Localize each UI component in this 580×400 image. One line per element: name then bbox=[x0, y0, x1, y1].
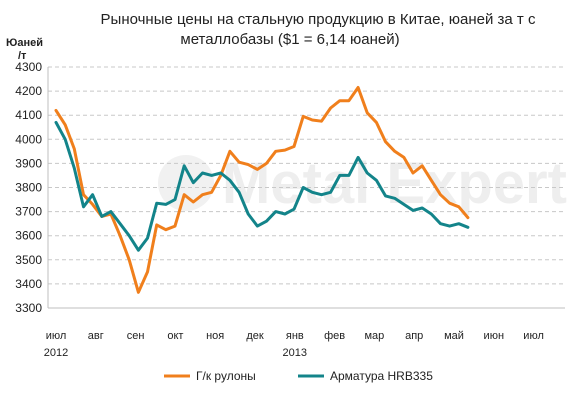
series-line-1 bbox=[54, 120, 470, 252]
y-tick-label-3600: 3600 bbox=[15, 229, 42, 243]
y-tick-labels: 3300 3400 3500 3600 3700 3800 3900 4000 4100 4200… bbox=[15, 60, 42, 315]
y-tick-label-3500: 3500 bbox=[15, 253, 42, 267]
y-tick-label-4300: 4300 bbox=[15, 60, 42, 74]
axes bbox=[47, 67, 565, 309]
x-tick-label-5: дек bbox=[246, 330, 264, 342]
series-line-0 bbox=[54, 86, 470, 294]
y-tick-label-4100: 4100 bbox=[15, 108, 42, 122]
legend: Г/к рулоны Арматура HRB335 bbox=[164, 369, 433, 383]
y-axis-label-line-2: /т bbox=[18, 50, 27, 62]
watermark: Metal Expert bbox=[158, 151, 567, 216]
x-tick-label-4: ноя bbox=[206, 330, 224, 342]
x-tick-label-7: фев bbox=[324, 330, 345, 342]
y-axis-label: Юаней /т bbox=[6, 37, 43, 62]
y-tick-label-3700: 3700 bbox=[15, 205, 42, 219]
x-year-label-2013: 2013 bbox=[283, 347, 307, 359]
chart-title-line-2: металлобазы ($1 = 6,14 юаней) bbox=[180, 31, 399, 48]
x-tick-label-0: июл bbox=[46, 330, 67, 342]
x-year-label-2012: 2012 bbox=[44, 347, 68, 359]
chart-title-line-1: Рыночные цены на стальную продукцию в Ки… bbox=[101, 11, 536, 28]
x-tick-label-10: май bbox=[444, 330, 464, 342]
x-tick-label-3: окт bbox=[167, 330, 183, 342]
legend-label-0: Г/к рулоны bbox=[196, 369, 256, 383]
x-tick-labels: июл авг сен окт ноя дек янв фев мар апр май июн июл 2… bbox=[44, 330, 544, 359]
gridlines bbox=[48, 66, 565, 285]
y-tick-label-3300: 3300 bbox=[15, 301, 42, 315]
y-tick-label-4200: 4200 bbox=[15, 84, 42, 98]
watermark-logo-text: Metal Expert bbox=[222, 151, 567, 216]
chart-title: Рыночные цены на стальную продукцию в Ки… bbox=[101, 11, 536, 48]
x-tick-label-2: сен bbox=[127, 330, 145, 342]
x-tick-label-1: авг bbox=[88, 330, 104, 342]
y-axis-label-line-1: Юаней bbox=[6, 37, 43, 49]
x-tick-label-12: июл bbox=[523, 330, 544, 342]
x-tick-label-9: апр bbox=[405, 330, 423, 342]
series-lines bbox=[54, 86, 470, 294]
y-tick-label-4000: 4000 bbox=[15, 132, 42, 146]
x-tick-label-8: мар bbox=[364, 330, 384, 342]
y-tick-label-3400: 3400 bbox=[15, 277, 42, 291]
y-tick-label-3800: 3800 bbox=[15, 181, 42, 195]
x-tick-label-11: июн bbox=[484, 330, 504, 342]
legend-label-1: Арматура HRB335 bbox=[330, 369, 433, 383]
x-tick-label-6: янв bbox=[286, 330, 304, 342]
y-tick-label-3900: 3900 bbox=[15, 156, 42, 170]
